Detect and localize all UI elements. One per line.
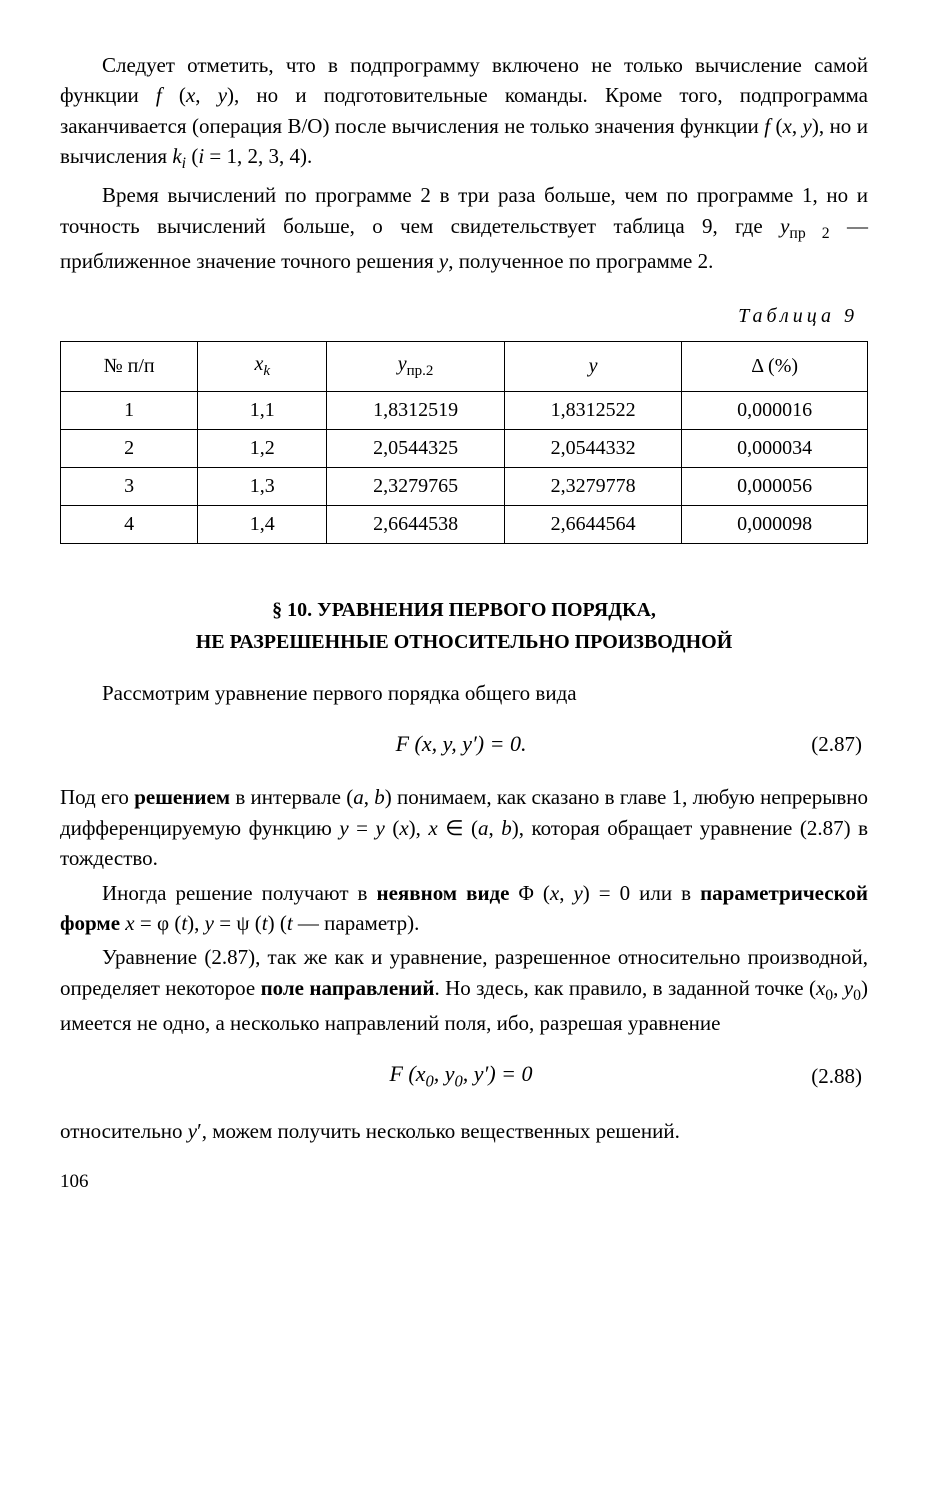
equation-formula: F (x0, y0, y′) = 0 bbox=[389, 1058, 532, 1093]
table-header-xk: xk bbox=[198, 342, 327, 392]
table-cell: 0,000034 bbox=[682, 429, 868, 467]
table-cell: 1,1 bbox=[198, 391, 327, 429]
paragraph-6: Уравнение (2.87), так же как и уравнение… bbox=[60, 942, 868, 1038]
table-header-n: № п/п bbox=[61, 342, 198, 392]
table-cell: 4 bbox=[61, 505, 198, 543]
table-header-yp2: yпр.2 bbox=[327, 342, 505, 392]
data-table: № п/п xk yпр.2 y Δ (%) 1 1,1 1,8312519 1… bbox=[60, 341, 868, 544]
table-row: 2 1,2 2,0544325 2,0544332 0,000034 bbox=[61, 429, 868, 467]
table-row: 1 1,1 1,8312519 1,8312522 0,000016 bbox=[61, 391, 868, 429]
equation-formula: F (x, y, y′) = 0. bbox=[396, 728, 527, 760]
table-caption: Таблица 9 bbox=[60, 302, 858, 331]
table-cell: 0,000056 bbox=[682, 467, 868, 505]
table-header-row: № п/п xk yпр.2 y Δ (%) bbox=[61, 342, 868, 392]
table-cell: 1,2 bbox=[198, 429, 327, 467]
table-cell: 1 bbox=[61, 391, 198, 429]
table-cell: 2,6644538 bbox=[327, 505, 505, 543]
table-cell: 2 bbox=[61, 429, 198, 467]
equation-287: F (x, y, y′) = 0. (2.87) bbox=[60, 728, 868, 760]
table-cell: 0,000098 bbox=[682, 505, 868, 543]
equation-number: (2.88) bbox=[533, 1061, 868, 1091]
paragraph-1: Следует отметить, что в подпрограмму вкл… bbox=[60, 50, 868, 176]
page-number: 106 bbox=[60, 1168, 868, 1196]
table-row: 4 1,4 2,6644538 2,6644564 0,000098 bbox=[61, 505, 868, 543]
table-cell: 3 bbox=[61, 467, 198, 505]
table-cell: 2,6644564 bbox=[504, 505, 682, 543]
paragraph-5: Иногда решение получают в неявном виде Φ… bbox=[60, 878, 868, 939]
table-header-delta: Δ (%) bbox=[682, 342, 868, 392]
paragraph-3: Рассмотрим уравнение первого порядка общ… bbox=[60, 678, 868, 708]
table-cell: 2,3279765 bbox=[327, 467, 505, 505]
table-cell: 2,0544325 bbox=[327, 429, 505, 467]
paragraph-2: Время вычислений по программе 2 в три ра… bbox=[60, 180, 868, 276]
equation-288: F (x0, y0, y′) = 0 (2.88) bbox=[60, 1058, 868, 1093]
table-cell: 1,8312519 bbox=[327, 391, 505, 429]
section-heading: § 10. УРАВНЕНИЯ ПЕРВОГО ПОРЯДКА,НЕ РАЗРЕ… bbox=[60, 594, 868, 658]
table-body: 1 1,1 1,8312519 1,8312522 0,000016 2 1,2… bbox=[61, 391, 868, 543]
table-row: 3 1,3 2,3279765 2,3279778 0,000056 bbox=[61, 467, 868, 505]
table-cell: 2,0544332 bbox=[504, 429, 682, 467]
table-header-y: y bbox=[504, 342, 682, 392]
paragraph-7: относительно y′, можем получить нескольк… bbox=[60, 1116, 868, 1146]
equation-number: (2.87) bbox=[526, 729, 868, 759]
table-cell: 1,3 bbox=[198, 467, 327, 505]
paragraph-4: Под его решением в интервале (a, b) пони… bbox=[60, 782, 868, 873]
table-cell: 2,3279778 bbox=[504, 467, 682, 505]
table-cell: 1,8312522 bbox=[504, 391, 682, 429]
table-cell: 1,4 bbox=[198, 505, 327, 543]
table-cell: 0,000016 bbox=[682, 391, 868, 429]
